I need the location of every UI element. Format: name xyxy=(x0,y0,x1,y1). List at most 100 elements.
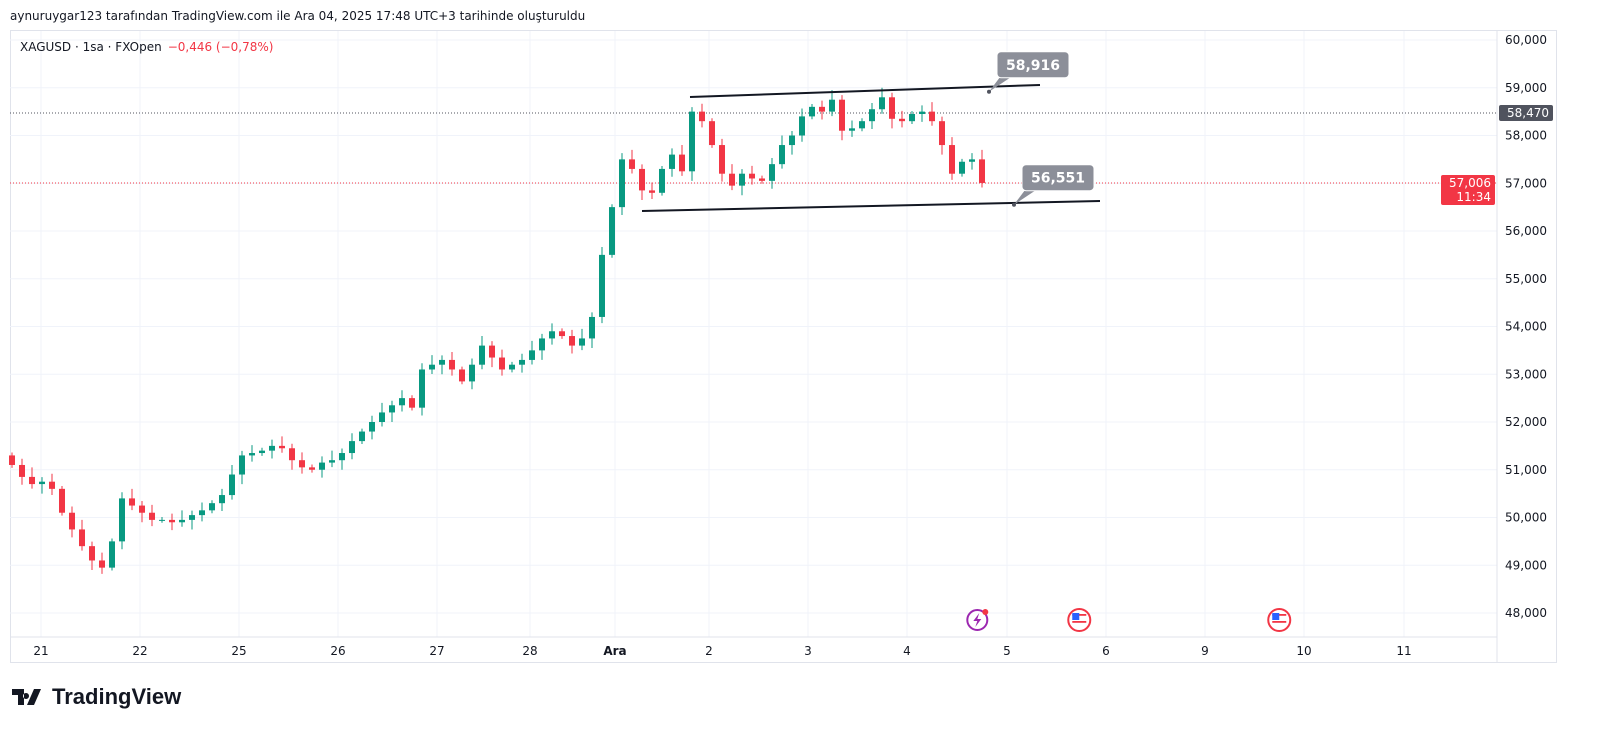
candle-body xyxy=(259,450,265,454)
candle-body xyxy=(909,114,915,122)
candle-body xyxy=(839,99,845,131)
candle-body xyxy=(859,121,865,129)
candle xyxy=(469,358,475,390)
candle xyxy=(679,145,685,176)
candle-body xyxy=(779,145,785,165)
candle-body xyxy=(459,369,465,382)
candle xyxy=(569,329,575,354)
candle xyxy=(619,153,625,216)
candle-body xyxy=(529,350,535,360)
x-tick-label: 3 xyxy=(804,644,812,658)
x-tick-label: 5 xyxy=(1003,644,1011,658)
candle-body xyxy=(679,154,685,172)
candle xyxy=(139,501,145,523)
candle-body xyxy=(169,519,175,523)
candle-body xyxy=(789,135,795,146)
candle xyxy=(779,135,785,169)
candle-body xyxy=(929,111,935,122)
candle-body xyxy=(109,541,115,568)
candle-body xyxy=(129,498,135,506)
candle-body xyxy=(229,474,235,496)
y-tick-label: 56,000 xyxy=(1505,224,1547,238)
candle-body xyxy=(99,560,105,568)
candle xyxy=(149,504,155,527)
price-label: 58,470 xyxy=(1507,106,1549,120)
us-flag-event-icon[interactable] xyxy=(1267,608,1292,632)
flag-stripe xyxy=(1272,621,1287,623)
candle-body xyxy=(759,178,765,181)
candle xyxy=(89,541,95,571)
candle xyxy=(119,492,125,550)
candle xyxy=(359,428,365,444)
y-tick-label: 57,000 xyxy=(1505,176,1547,190)
candle xyxy=(599,246,605,324)
candle-body xyxy=(639,168,645,191)
candle xyxy=(209,500,215,514)
candle-body xyxy=(879,97,885,110)
candle-body xyxy=(139,505,145,513)
y-tick-label: 53,000 xyxy=(1505,367,1547,381)
candle-body xyxy=(359,431,365,442)
candle-body xyxy=(39,481,45,485)
x-tick-label: 10 xyxy=(1296,644,1311,658)
candle-body xyxy=(369,422,375,432)
x-tick-label: 27 xyxy=(429,644,444,658)
trendline xyxy=(689,83,1041,99)
candle xyxy=(349,433,355,460)
candle-body xyxy=(319,462,325,470)
candle xyxy=(849,120,855,137)
flag-stripe xyxy=(1072,621,1087,623)
candle xyxy=(969,153,975,170)
candle xyxy=(759,175,765,184)
candle xyxy=(909,111,915,125)
candle xyxy=(409,395,415,411)
candle xyxy=(739,169,745,196)
candle-body xyxy=(329,460,335,463)
candle-body xyxy=(299,460,305,468)
candle-body xyxy=(509,364,515,370)
candle-body xyxy=(849,128,855,131)
candle xyxy=(79,519,85,551)
callout-box xyxy=(1021,164,1095,192)
candle-body xyxy=(339,453,345,461)
tradingview-logo[interactable]: TradingView xyxy=(12,684,181,710)
candle xyxy=(369,415,375,440)
candle-body xyxy=(939,121,945,146)
countdown-label: 11:34 xyxy=(1456,190,1491,204)
candle-body xyxy=(819,106,825,112)
symbol-info[interactable]: XAGUSD · 1sa · FXOpen xyxy=(20,40,162,54)
candle-body xyxy=(119,498,125,542)
candle-body xyxy=(539,338,545,351)
candle xyxy=(309,464,315,473)
candle-body xyxy=(519,359,525,365)
candle-body xyxy=(149,512,155,520)
y-tick-label: 58,000 xyxy=(1505,129,1547,143)
x-tick-label: 9 xyxy=(1201,644,1209,658)
candle xyxy=(579,328,585,351)
candle xyxy=(429,355,435,375)
candle-body xyxy=(669,154,675,169)
candle-body xyxy=(349,441,355,454)
candle xyxy=(489,341,495,368)
price-change: −0,446 (−0,78%) xyxy=(167,40,274,54)
candle-body xyxy=(69,512,75,530)
candle xyxy=(899,110,905,128)
x-tick-label: 22 xyxy=(132,644,147,658)
candle-body xyxy=(729,173,735,186)
flag-stripe xyxy=(1272,624,1287,627)
candle-body xyxy=(889,97,895,119)
us-flag-event-icon[interactable] xyxy=(1067,608,1092,632)
candle-body xyxy=(959,161,965,174)
candle-body xyxy=(209,503,215,511)
candle-body xyxy=(189,515,195,520)
lightning-event-icon[interactable] xyxy=(966,609,989,631)
x-tick-label: 28 xyxy=(522,644,537,658)
candle xyxy=(289,443,295,470)
candle xyxy=(519,353,525,373)
candle-body xyxy=(219,495,225,504)
x-tick-label: 21 xyxy=(33,644,48,658)
candle-body xyxy=(289,448,295,461)
candle-body xyxy=(499,357,505,370)
event-dot xyxy=(982,609,989,615)
